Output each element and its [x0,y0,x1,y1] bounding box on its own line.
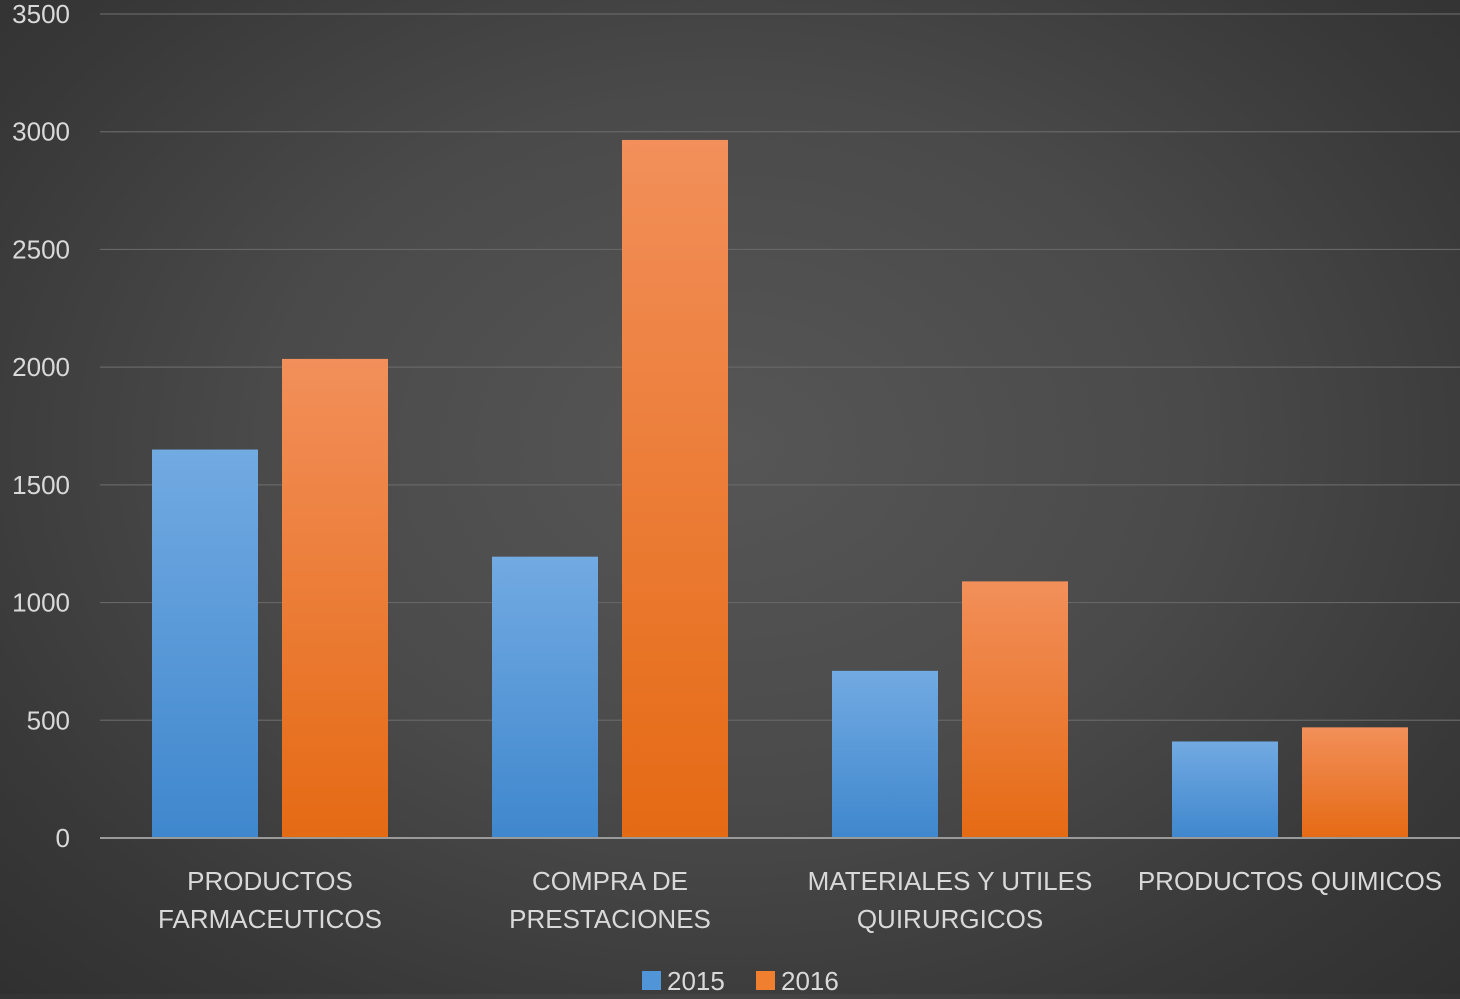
bar-2015-4 [1172,741,1278,838]
bar-2016-2 [622,139,728,838]
y-tick-label: 2000 [12,352,70,382]
bar-2015-1 [152,449,258,838]
x-category-label: PRODUCTOS QUIMICOS [1138,866,1442,896]
y-tick-label: 3500 [12,0,70,29]
x-category-label-line: FARMACEUTICOS [158,904,382,934]
x-category-label: PRODUCTOS FARMACEUTICOS [158,866,382,934]
legend-swatch-2015 [642,971,661,990]
x-category-label: MATERIALES Y UTILES QUIRURGICOS [808,866,1093,934]
y-tick-label: 2500 [12,234,70,264]
bar-2015-3 [832,670,938,838]
bar-2016-1 [282,358,388,838]
legend-label-2015: 2015 [667,966,725,994]
y-axis-tick-labels: 0 500 1000 1500 2000 2500 3000 3500 [12,0,70,853]
bar-2016-3 [962,581,1068,838]
x-category-label: COMPRA DE PRESTACIONES [509,866,711,934]
y-tick-label: 1500 [12,470,70,500]
y-tick-label: 500 [27,705,70,735]
x-category-label-line: QUIRURGICOS [857,904,1043,934]
x-category-label-line: COMPRA DE [532,866,688,896]
y-tick-label: 3000 [12,117,70,147]
bar-2015-2 [492,556,598,838]
x-axis-category-labels: PRODUCTOS FARMACEUTICOS COMPRA DE PRESTACIO… [158,866,1442,934]
x-category-label-line: PRODUCTOS [187,866,353,896]
bars [152,139,1408,838]
legend: 2015 2016 [642,966,839,996]
y-tick-label: 1000 [12,588,70,618]
x-category-label-line: PRESTACIONES [509,904,711,934]
bar-2016-4 [1302,727,1408,838]
x-category-label-line: MATERIALES Y UTILES [808,866,1093,896]
legend-swatch-2016 [756,971,775,990]
x-category-label-line: PRODUCTOS QUIMICOS [1138,866,1442,896]
legend-label-2016: 2016 [781,966,839,994]
y-tick-label: 0 [56,823,70,853]
